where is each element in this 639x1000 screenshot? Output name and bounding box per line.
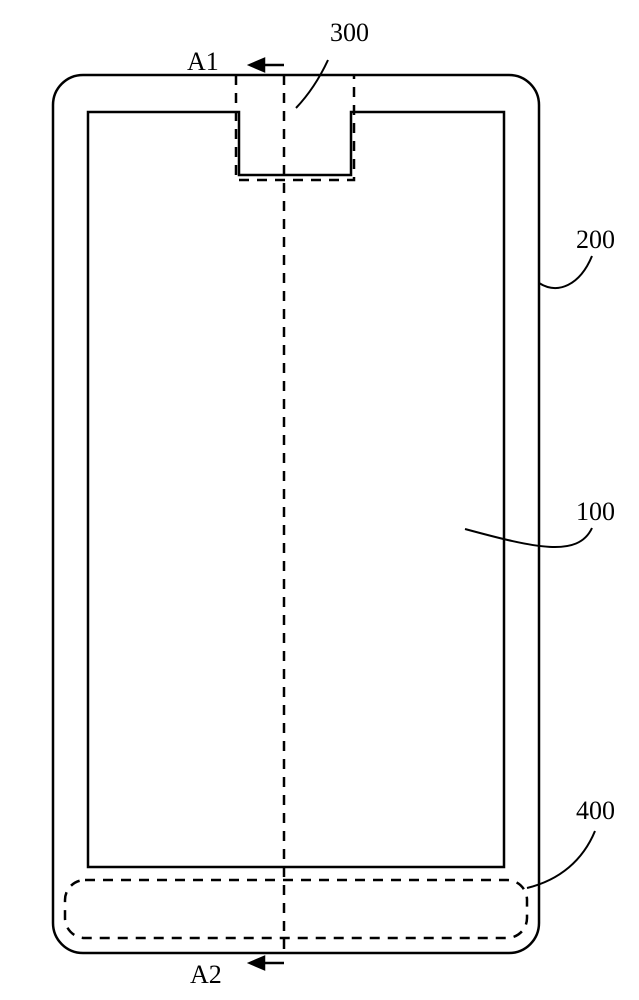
ref-label-300: 300 [330,18,369,48]
leader-100 [465,528,592,547]
ref-label-200: 200 [576,225,615,255]
display-outline [88,112,504,867]
section-label-a2: A2 [190,960,222,990]
ref-label-100: 100 [576,497,615,527]
arrow-a1 [250,59,284,71]
notch-dashed [236,75,354,180]
ref-label-400: 400 [576,796,615,826]
leader-300 [296,60,328,108]
section-label-a1: A1 [187,47,219,77]
arrow-a2 [250,957,284,969]
diagram-svg [0,0,639,1000]
leader-400 [527,831,595,888]
diagram-canvas: 300 A1 200 100 400 A2 [0,0,639,1000]
leader-200 [539,256,592,288]
device-outline [53,75,539,953]
bottom-dashed-rect [65,880,527,938]
